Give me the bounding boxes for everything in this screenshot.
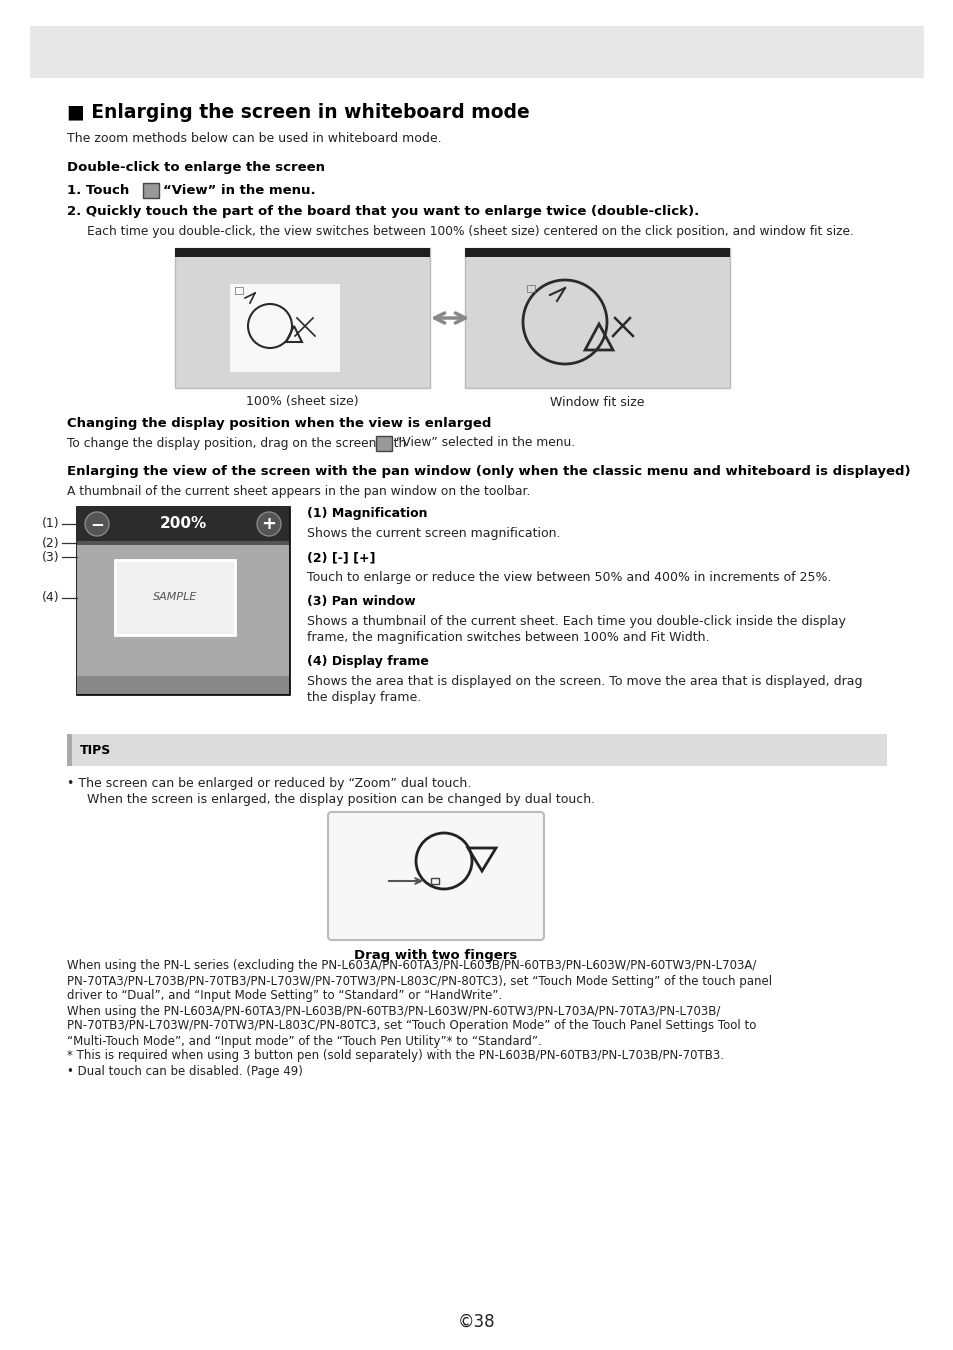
Text: ©38: ©38 [457,1314,496,1331]
Text: When the screen is enlarged, the display position can be changed by dual touch.: When the screen is enlarged, the display… [79,794,595,806]
Text: 2. Quickly touch the part of the board that you want to enlarge twice (double-cl: 2. Quickly touch the part of the board t… [67,205,699,219]
Bar [77,508,289,694]
Text: “Multi-Touch Mode”, and “Input mode” of the “Touch Pen Utility”* to “Standard”.: “Multi-Touch Mode”, and “Input mode” of … [67,1034,541,1048]
Bar [77,541,289,545]
Text: Touch to enlarge or reduce the view between 50% and 400% in increments of 25%.: Touch to enlarge or reduce the view betw… [307,571,831,585]
Text: 1. Touch: 1. Touch [67,184,129,197]
Text: ■ Enlarging the screen in whiteboard mode: ■ Enlarging the screen in whiteboard mod… [67,104,529,123]
Circle shape [256,512,281,536]
Text: Enlarging the view of the screen with the pan window (only when the classic menu: Enlarging the view of the screen with th… [67,466,910,478]
Text: (1): (1) [42,517,60,531]
Text: −: − [90,514,104,533]
Text: (3) Pan window: (3) Pan window [307,595,416,609]
Text: Each time you double-click, the view switches between 100% (sheet size) centered: Each time you double-click, the view swi… [87,225,853,239]
Bar [67,734,886,765]
Text: Drag with two fingers: Drag with two fingers [354,949,517,963]
Text: frame, the magnification switches between 100% and Fit Width.: frame, the magnification switches betwee… [307,632,709,644]
Text: When using the PN-L603A/PN-60TA3/PN-L603B/PN-60TB3/PN-L603W/PN-60TW3/PN-L703A/PN: When using the PN-L603A/PN-60TA3/PN-L603… [67,1004,720,1018]
Text: (4) Display frame: (4) Display frame [307,656,429,668]
Bar [115,560,234,634]
Bar [77,545,289,676]
Bar [464,248,729,387]
Text: PN-70TA3/PN-L703B/PN-70TB3/PN-L703W/PN-70TW3/PN-L803C/PN-80TC3), set “Touch Mode: PN-70TA3/PN-L703B/PN-70TB3/PN-L703W/PN-7… [67,975,771,987]
Bar [174,248,430,387]
Text: Window fit size: Window fit size [550,396,644,409]
Text: 100% (sheet size): 100% (sheet size) [246,396,358,409]
Bar [77,508,289,541]
Text: Double-click to enlarge the screen: Double-click to enlarge the screen [67,162,325,174]
Text: (2) [-] [+]: (2) [-] [+] [307,552,375,564]
Text: A thumbnail of the current sheet appears in the pan window on the toolbar.: A thumbnail of the current sheet appears… [67,485,530,498]
Text: the display frame.: the display frame. [307,691,421,705]
Bar [375,436,392,451]
Bar [464,248,729,256]
Text: When using the PN-L series (excluding the PN-L603A/PN-60TA3/PN-L603B/PN-60TB3/PN: When using the PN-L series (excluding th… [67,960,756,972]
Circle shape [85,512,109,536]
Text: (2): (2) [42,536,60,549]
Text: * This is required when using 3 button pen (sold separately) with the PN-L603B/P: * This is required when using 3 button p… [67,1049,723,1062]
Text: (1) Magnification: (1) Magnification [307,506,427,520]
Text: • The screen can be enlarged or reduced by “Zoom” dual touch.: • The screen can be enlarged or reduced … [67,778,471,791]
FancyBboxPatch shape [328,811,543,940]
Text: (3): (3) [42,551,60,563]
Text: (4): (4) [42,591,60,603]
Text: “View” selected in the menu.: “View” selected in the menu. [395,436,575,450]
Text: Shows the current screen magnification.: Shows the current screen magnification. [307,528,560,540]
Text: Shows the area that is displayed on the screen. To move the area that is display: Shows the area that is displayed on the … [307,675,862,688]
Text: TIPS: TIPS [80,744,112,756]
Bar [174,248,430,256]
Bar [526,285,535,292]
Text: +: + [261,514,276,533]
Text: SAMPLE: SAMPLE [152,593,197,602]
Text: Shows a thumbnail of the current sheet. Each time you double-click inside the di: Shows a thumbnail of the current sheet. … [307,616,845,629]
Bar [431,878,438,884]
Bar [234,288,243,294]
Text: • Dual touch can be disabled. (Page 49): • Dual touch can be disabled. (Page 49) [67,1065,302,1077]
Bar [67,734,71,765]
Bar [143,184,159,198]
Bar [77,676,289,694]
Text: 200%: 200% [159,517,207,532]
Bar [30,26,923,78]
Text: driver to “Dual”, and “Input Mode Setting” to “Standard” or “HandWrite”.: driver to “Dual”, and “Input Mode Settin… [67,990,501,1003]
Text: Changing the display position when the view is enlarged: Changing the display position when the v… [67,417,491,431]
Text: PN-70TB3/PN-L703W/PN-70TW3/PN-L803C/PN-80TC3, set “Touch Operation Mode” of the : PN-70TB3/PN-L703W/PN-70TW3/PN-L803C/PN-8… [67,1019,756,1033]
Bar [230,284,339,373]
Text: The zoom methods below can be used in whiteboard mode.: The zoom methods below can be used in wh… [67,131,441,144]
Text: To change the display position, drag on the screen with: To change the display position, drag on … [67,436,406,450]
Text: “View” in the menu.: “View” in the menu. [163,184,315,197]
